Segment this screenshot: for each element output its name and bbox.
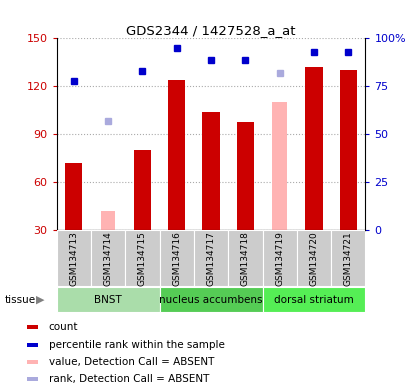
Bar	[57, 287, 160, 313]
Text: ▶: ▶	[36, 295, 44, 305]
Bar	[340, 70, 357, 230]
Text: value, Detection Call = ABSENT: value, Detection Call = ABSENT	[49, 357, 214, 367]
Bar	[168, 80, 185, 230]
Text: nucleus accumbens: nucleus accumbens	[159, 295, 263, 305]
Title: GDS2344 / 1427528_a_at: GDS2344 / 1427528_a_at	[126, 24, 296, 37]
Text: rank, Detection Call = ABSENT: rank, Detection Call = ABSENT	[49, 374, 209, 384]
Bar	[272, 103, 287, 230]
Bar	[297, 230, 331, 286]
Text: BNST: BNST	[94, 295, 122, 305]
Bar	[228, 230, 262, 286]
Text: GSM134715: GSM134715	[138, 231, 147, 286]
Text: GSM134719: GSM134719	[275, 231, 284, 286]
Text: GSM134721: GSM134721	[344, 231, 353, 286]
Text: GSM134713: GSM134713	[69, 231, 79, 286]
Bar	[101, 211, 116, 230]
Bar	[331, 230, 365, 286]
Bar	[134, 151, 151, 230]
Bar	[65, 163, 82, 230]
Bar	[91, 230, 125, 286]
Bar	[237, 122, 254, 230]
Bar	[160, 230, 194, 286]
Bar	[202, 112, 220, 230]
Text: tissue: tissue	[4, 295, 35, 305]
Text: GSM134714: GSM134714	[104, 231, 113, 286]
Bar	[305, 67, 323, 230]
Text: dorsal striatum: dorsal striatum	[274, 295, 354, 305]
Bar	[160, 287, 262, 313]
Bar	[26, 360, 38, 364]
Bar	[26, 377, 38, 381]
Text: GSM134720: GSM134720	[310, 231, 318, 286]
Bar	[26, 343, 38, 347]
Bar	[26, 325, 38, 329]
Text: percentile rank within the sample: percentile rank within the sample	[49, 339, 225, 349]
Text: GSM134717: GSM134717	[207, 231, 215, 286]
Bar	[194, 230, 228, 286]
Text: GSM134716: GSM134716	[172, 231, 181, 286]
Text: GSM134718: GSM134718	[241, 231, 250, 286]
Bar	[262, 287, 365, 313]
Bar	[262, 230, 297, 286]
Bar	[125, 230, 160, 286]
Text: count: count	[49, 322, 78, 332]
Bar	[57, 230, 91, 286]
